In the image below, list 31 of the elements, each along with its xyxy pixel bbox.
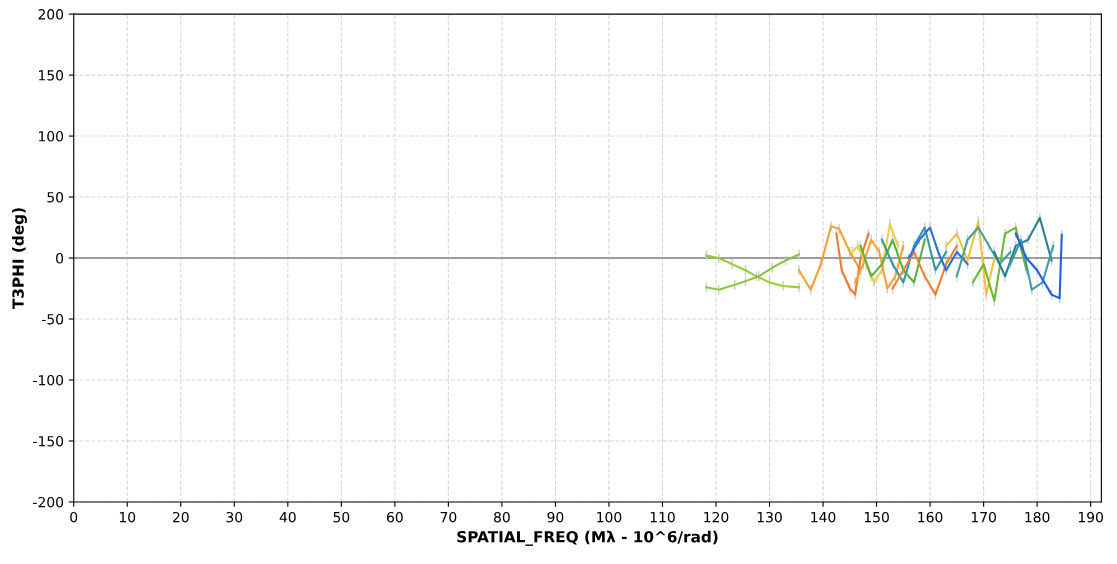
x-tick-label: 40 [279, 511, 296, 523]
y-tick-label: 100 [39, 131, 64, 142]
x-tick-label: 30 [226, 511, 243, 523]
x-tick-label: 20 [172, 511, 189, 523]
y-tick-label: 200 [38, 9, 64, 20]
x-tick-label: 170 [971, 511, 996, 523]
x-tick-label: 10 [119, 511, 136, 523]
x-tick-label: 160 [918, 511, 943, 523]
y-tick-label: 0 [56, 253, 64, 264]
y-tick-label: -200 [33, 496, 64, 508]
x-tick-label: 100 [597, 511, 622, 523]
y-tick-label: 50 [47, 192, 64, 203]
y-tick-label: -50 [41, 313, 64, 325]
x-tick-label: 0 [70, 511, 78, 523]
x-tick-label: 190 [1078, 511, 1103, 523]
x-tick-label: 120 [704, 511, 729, 523]
x-tick-label: 150 [864, 511, 889, 523]
y-tick-label: -150 [33, 435, 64, 447]
x-tick-label: 140 [811, 511, 836, 523]
y-axis-title: T3PHI (deg) [12, 208, 27, 310]
x-tick-label: 110 [650, 511, 675, 523]
x-tick-label: 60 [386, 511, 403, 523]
x-axis-title: SPATIAL_FREQ (Mλ - 10^6/rad) [457, 530, 718, 546]
x-tick-label: 80 [494, 511, 510, 523]
y-tick-label: 150 [39, 70, 64, 81]
y-tick-label: -100 [33, 374, 64, 386]
x-tick-label: 180 [1025, 511, 1050, 523]
x-tick-label: 130 [757, 511, 782, 523]
x-tick-label: 70 [440, 511, 457, 523]
x-tick-label: 90 [547, 511, 564, 523]
x-tick-label: 50 [333, 511, 350, 523]
